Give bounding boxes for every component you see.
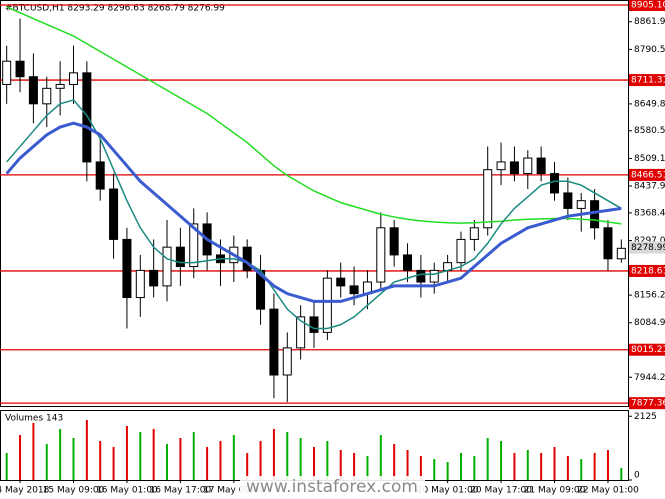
candle-body bbox=[496, 161, 506, 171]
candle-body bbox=[376, 227, 386, 283]
y-tick-label: 8368.40 bbox=[634, 208, 665, 218]
candle-body bbox=[28, 76, 38, 105]
volume-title: Volumes 143 bbox=[5, 414, 63, 424]
candle-body bbox=[616, 247, 626, 260]
x-tick-label: 16 May 01:00 bbox=[96, 486, 158, 496]
volume-tick-label: 2125 bbox=[634, 412, 657, 422]
candle-body bbox=[15, 60, 25, 78]
candle-body bbox=[429, 269, 439, 283]
candle-body bbox=[416, 269, 426, 283]
chart-title: #BTCUSD,H1 8293.29 8296.63 8268.79 8276.… bbox=[5, 4, 225, 14]
moving-average bbox=[6, 99, 622, 330]
current-price-tag bbox=[629, 241, 665, 254]
level-label: 8905.10 bbox=[631, 0, 665, 10]
level-tag bbox=[629, 74, 665, 87]
y-tick-label: 8084.90 bbox=[634, 318, 665, 328]
x-tick-label: 14 May 2018 bbox=[0, 486, 50, 496]
candle-body bbox=[42, 87, 52, 105]
candle-body bbox=[68, 72, 78, 85]
level-tag bbox=[629, 264, 665, 277]
x-tick-label: 21 May 09:00 bbox=[524, 486, 586, 496]
x-tick-label: 22 May 01:00 bbox=[577, 486, 639, 496]
candle-body bbox=[403, 254, 413, 271]
current-price-label: 8278.99 bbox=[631, 243, 665, 253]
y-tick-label: 8156.20 bbox=[634, 291, 665, 301]
moving-average bbox=[6, 6, 622, 225]
y-tick-label: 8580.50 bbox=[634, 126, 665, 136]
candle-body bbox=[523, 157, 533, 175]
candle-body bbox=[349, 285, 359, 295]
y-tick-label: 8297.00 bbox=[634, 236, 665, 246]
candle-body bbox=[336, 277, 346, 287]
candle-body bbox=[563, 192, 573, 209]
candle-body bbox=[576, 200, 586, 209]
candle-body bbox=[122, 238, 132, 299]
candle-body bbox=[109, 188, 119, 240]
candle-body bbox=[389, 227, 399, 256]
y-tick-label: 8649.80 bbox=[634, 99, 665, 109]
candle-body bbox=[309, 316, 319, 333]
level-tag bbox=[629, 0, 665, 11]
candle-body bbox=[82, 72, 92, 163]
candle-body bbox=[590, 200, 600, 229]
level-label: 8711.31 bbox=[631, 76, 665, 86]
candle-body bbox=[175, 246, 185, 268]
x-tick-label: 20 May 01:00 bbox=[417, 486, 479, 496]
candle-body bbox=[509, 161, 519, 175]
candle-body bbox=[536, 157, 546, 175]
volume-tick-label: 0 bbox=[634, 471, 640, 481]
level-tag bbox=[629, 397, 665, 410]
candle-body bbox=[135, 269, 145, 299]
level-label: 8466.51 bbox=[631, 170, 665, 180]
candle-body bbox=[469, 227, 479, 240]
candle-body bbox=[95, 161, 105, 190]
level-tag bbox=[629, 343, 665, 356]
candle-body bbox=[296, 316, 306, 349]
y-tick-label: 7944.20 bbox=[634, 373, 665, 383]
level-label: 7877.36 bbox=[631, 399, 665, 409]
level-label: 8015.21 bbox=[631, 345, 665, 355]
candle-body bbox=[55, 83, 65, 89]
x-tick-label: 20 May 17:00 bbox=[470, 486, 532, 496]
moving-average bbox=[5, 121, 622, 303]
y-tick-label: 8861.90 bbox=[634, 17, 665, 27]
watermark: www.instaforex.com bbox=[246, 477, 418, 497]
level-label: 8218.61 bbox=[631, 266, 665, 276]
candle-body bbox=[162, 246, 172, 287]
candle-body bbox=[483, 169, 493, 229]
candle-body bbox=[550, 173, 560, 194]
candle-body bbox=[282, 347, 292, 376]
candle-body bbox=[149, 269, 159, 287]
watermark-bg bbox=[240, 476, 425, 498]
candle-body bbox=[189, 223, 199, 268]
x-tick-label: 15 May 09:00 bbox=[43, 486, 105, 496]
candle-body bbox=[456, 238, 466, 264]
x-tick-label: 16 May 17:00 bbox=[150, 486, 212, 496]
y-tick-label: 8437.95 bbox=[634, 181, 665, 191]
y-tick-label: 8790.50 bbox=[634, 45, 665, 55]
candle-body bbox=[603, 227, 613, 260]
y-tick-label: 8509.10 bbox=[634, 154, 665, 164]
candle-body bbox=[269, 308, 279, 376]
candle-body bbox=[322, 277, 332, 333]
x-tick-label: 17 May 09:00 bbox=[203, 486, 265, 496]
level-tag bbox=[629, 168, 665, 181]
candle-body bbox=[2, 60, 12, 85]
